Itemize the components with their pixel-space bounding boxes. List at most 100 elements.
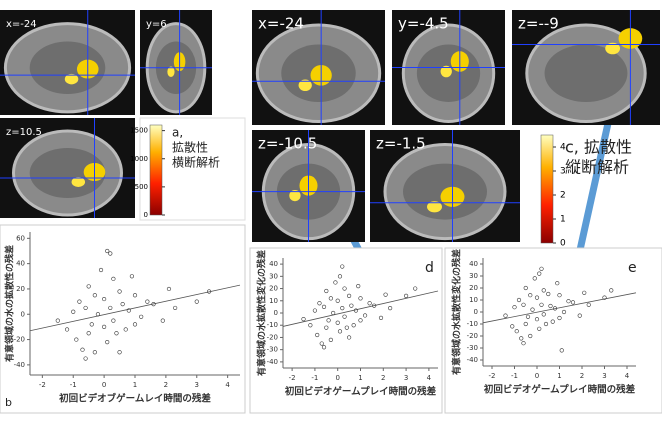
scatter-point xyxy=(582,290,587,295)
scatter-point xyxy=(151,302,156,307)
legend-text: 横断解析 xyxy=(172,155,220,170)
scatter-point xyxy=(145,299,150,304)
scatter-point xyxy=(342,286,347,291)
scatter-point xyxy=(321,304,327,309)
scatter-point xyxy=(80,347,85,352)
panel-letter: d xyxy=(425,260,434,276)
activation xyxy=(289,190,301,202)
x-tick-label: 0 xyxy=(102,381,106,389)
y-tick-label: 60 xyxy=(16,234,25,242)
x-tick-label: 4 xyxy=(225,381,230,389)
scatter-point xyxy=(347,293,352,298)
plot-box xyxy=(249,247,443,414)
scatter-point xyxy=(86,284,91,289)
x-tick-label: 0 xyxy=(335,374,339,382)
scatter-point xyxy=(555,281,560,286)
scatter-point xyxy=(108,305,113,311)
scatter-point xyxy=(523,321,528,327)
scatter-point xyxy=(557,315,562,321)
x-tick-label: -1 xyxy=(511,372,518,380)
scatter-point xyxy=(105,248,110,254)
x-tick-label: 4 xyxy=(625,372,630,380)
x-tick-label: 1 xyxy=(358,374,362,382)
scatter-point xyxy=(324,325,329,330)
scatter-point xyxy=(519,336,524,341)
x-tick-label: 2 xyxy=(381,374,385,382)
scatter-point xyxy=(83,305,88,311)
scatter-point xyxy=(532,276,537,281)
scatter-point xyxy=(353,308,359,313)
y-tick-label: -20 xyxy=(14,336,25,344)
colorbar-tick-label: 500 xyxy=(135,183,148,191)
scatter-point xyxy=(602,295,607,300)
y-tick-label: 0 xyxy=(21,310,25,318)
scatter-point xyxy=(335,320,340,325)
scatter-point xyxy=(383,292,388,297)
scatter-point xyxy=(347,335,352,340)
scatter-point xyxy=(372,303,377,308)
y-tick-label: -20 xyxy=(267,333,278,341)
scatter-point xyxy=(337,329,343,334)
scatter-point xyxy=(356,284,361,289)
colorbar-tick-label: 3 xyxy=(560,167,566,177)
panel-label: z=-10.5 xyxy=(258,135,317,153)
fit-line xyxy=(282,290,439,327)
x-tick-label: 1 xyxy=(133,381,137,389)
activation xyxy=(71,177,86,187)
scatter-point xyxy=(111,318,116,323)
scatter-point xyxy=(207,289,212,294)
y-tick-label: 30 xyxy=(469,272,478,280)
scatter-point xyxy=(71,309,76,314)
scatter-point xyxy=(117,289,122,294)
scatter-point xyxy=(102,324,107,330)
scatter-point xyxy=(301,317,306,322)
x-tick-label: -2 xyxy=(489,372,496,380)
panel-label: z=10.5 xyxy=(6,127,42,138)
panel-label: z=--9 xyxy=(518,15,559,33)
scatter-point xyxy=(111,276,116,281)
scatter-point xyxy=(378,315,384,320)
scatter-point xyxy=(521,302,526,307)
y-tick-label: 0 xyxy=(274,309,278,317)
scatter-point xyxy=(333,280,338,285)
scatter-point xyxy=(308,323,313,328)
y-tick-label: 0 xyxy=(474,308,478,316)
y-tick-label: -40 xyxy=(267,358,278,366)
panel-letter: b xyxy=(5,396,12,409)
x-tick-label: 1 xyxy=(557,372,561,380)
y-tick-label: -10 xyxy=(267,321,278,329)
scatter-point xyxy=(123,327,128,332)
x-axis-label: 初回ビデオゲームプレイ時間の残差 xyxy=(285,386,437,398)
colorbar-tick-label: 0 xyxy=(144,211,148,219)
activation xyxy=(440,65,452,78)
colorbar xyxy=(149,124,163,216)
scatter-point xyxy=(344,325,349,330)
scatter-point xyxy=(160,318,165,323)
y-tick-label: 20 xyxy=(269,285,278,293)
activation xyxy=(167,66,175,77)
scatter-point xyxy=(86,331,91,336)
fit-line xyxy=(29,284,241,332)
y-tick-label: 40 xyxy=(469,260,478,268)
scatter-point xyxy=(557,293,562,298)
x-tick-label: 2 xyxy=(580,372,584,380)
scatter-point xyxy=(55,318,60,323)
scatter-point xyxy=(541,312,546,317)
scatter-point xyxy=(552,306,558,311)
x-tick-label: 4 xyxy=(427,374,432,382)
scatter-point xyxy=(92,293,97,298)
scatter-point xyxy=(120,302,125,307)
scatter-point xyxy=(108,251,113,256)
y-tick-label: -40 xyxy=(467,356,478,364)
y-tick-label: -40 xyxy=(14,361,25,369)
scatter-point xyxy=(89,322,94,327)
scatter-point xyxy=(98,267,104,273)
scatter-point xyxy=(351,323,356,328)
scatter-point xyxy=(523,285,528,291)
y-axis-label: 有意領域の水の拡散性の残差 xyxy=(4,245,16,362)
activation xyxy=(64,73,79,85)
x-tick-label: -2 xyxy=(289,374,296,382)
scatter-point xyxy=(548,303,553,309)
scatter-point xyxy=(367,301,372,306)
